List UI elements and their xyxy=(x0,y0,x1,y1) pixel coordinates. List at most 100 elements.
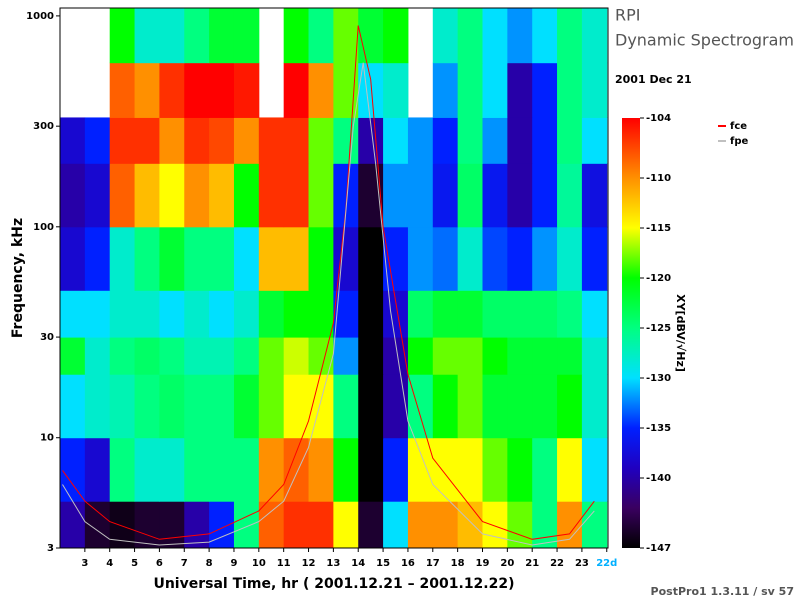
heatmap-cell xyxy=(507,62,533,118)
chart-title: RPI xyxy=(615,6,640,25)
heatmap-cell xyxy=(60,226,86,291)
heatmap-cell xyxy=(358,437,384,502)
heatmap-cell xyxy=(407,337,434,375)
x-tick-label: 22 xyxy=(550,558,564,569)
heatmap-cell xyxy=(333,62,359,118)
heatmap-cell xyxy=(557,8,583,64)
colorbar-tick-label: -115 xyxy=(646,223,671,234)
heatmap-cell xyxy=(383,437,409,502)
heatmap-cell xyxy=(358,62,384,118)
footer: PostPro1 1.3.11 / sv 57 xyxy=(651,585,794,598)
heatmap-cell xyxy=(333,374,359,439)
heatmap-cell xyxy=(358,337,384,375)
heatmap-cell xyxy=(383,117,409,164)
heatmap-cell xyxy=(581,226,608,291)
heatmap-cell xyxy=(432,374,459,439)
x-tick-label: 16 xyxy=(401,558,415,569)
heatmap-cell xyxy=(407,163,434,228)
heatmap-cell xyxy=(482,374,508,439)
heatmap-cell xyxy=(407,501,434,549)
heatmap-cell xyxy=(233,117,260,164)
heatmap-cell xyxy=(258,437,285,502)
heatmap-cell xyxy=(482,62,508,118)
heatmap-cell xyxy=(482,163,508,228)
plot-frame xyxy=(59,7,609,549)
heatmap-cell xyxy=(233,437,260,502)
heatmap-cell xyxy=(457,62,483,118)
colorbar-tick-label: -147 xyxy=(646,543,671,554)
heatmap-cell xyxy=(283,62,310,118)
heatmap-cell xyxy=(159,8,185,64)
heatmap-cell xyxy=(209,290,235,338)
heatmap-cell xyxy=(557,226,583,291)
heatmap-cell xyxy=(258,117,285,164)
colorbar-title: XY[dBV/√Hz] xyxy=(674,294,687,372)
heatmap-cell xyxy=(184,437,210,502)
y-tick-label: 1000 xyxy=(26,11,54,22)
heatmap-cell xyxy=(581,8,608,64)
heatmap-cell xyxy=(283,337,310,375)
heatmap-cell xyxy=(60,501,86,549)
heatmap-cell xyxy=(383,290,409,338)
heatmap-cell xyxy=(407,290,434,338)
heatmap-cell xyxy=(482,501,508,549)
x-tick-label: 9 xyxy=(230,558,237,569)
heatmap-cell xyxy=(109,163,136,228)
y-tick-label: 300 xyxy=(33,121,54,132)
heatmap-cell xyxy=(184,117,210,164)
x-tick-label: 3 xyxy=(81,558,88,569)
heatmap-cell xyxy=(258,226,285,291)
heatmap-cell xyxy=(333,337,359,375)
heatmap-cell xyxy=(532,226,558,291)
x-tick-label: 22d xyxy=(596,558,617,569)
heatmap xyxy=(60,8,608,549)
heatmap-cell xyxy=(84,163,111,228)
heatmap-cell xyxy=(557,62,583,118)
heatmap-cell xyxy=(159,290,185,338)
heatmap-cell xyxy=(482,226,508,291)
heatmap-cell xyxy=(507,226,533,291)
heatmap-cell xyxy=(159,337,185,375)
heatmap-cell xyxy=(432,337,459,375)
y-tick-label: 3 xyxy=(47,543,54,554)
x-tick-label: 19 xyxy=(476,558,490,569)
heatmap-cell xyxy=(134,501,160,549)
heatmap-cell xyxy=(358,374,384,439)
heatmap-cell xyxy=(557,163,583,228)
heatmap-cell xyxy=(109,62,136,118)
heatmap-cell xyxy=(209,337,235,375)
heatmap-cell xyxy=(432,437,459,502)
heatmap-cell xyxy=(358,226,384,291)
curve xyxy=(62,62,595,546)
heatmap-cell xyxy=(283,8,310,64)
heatmap-cell xyxy=(457,117,483,164)
heatmap-cell xyxy=(134,117,160,164)
heatmap-cell xyxy=(209,8,235,64)
heatmap-cell xyxy=(84,437,111,502)
heatmap-cell xyxy=(333,290,359,338)
heatmap-cell xyxy=(233,8,260,64)
heatmap-cell xyxy=(532,62,558,118)
heatmap-cell xyxy=(184,501,210,549)
colorbar-tick-label: -125 xyxy=(646,323,671,334)
x-tick-label: 20 xyxy=(500,558,514,569)
heatmap-cell xyxy=(432,501,459,549)
legend-label: fpe xyxy=(730,136,749,147)
heatmap-cell xyxy=(209,117,235,164)
heatmap-cell xyxy=(209,163,235,228)
heatmap-cell xyxy=(532,8,558,64)
heatmap-cell xyxy=(134,62,160,118)
heatmap-cell xyxy=(84,117,111,164)
heatmap-cell xyxy=(532,290,558,338)
x-tick-label: 11 xyxy=(277,558,291,569)
heatmap-cell xyxy=(457,374,483,439)
heatmap-cell xyxy=(233,501,260,549)
heatmap-cell xyxy=(184,62,210,118)
heatmap-cell xyxy=(60,290,86,338)
heatmap-cell xyxy=(557,117,583,164)
heatmap-cell xyxy=(109,8,136,64)
heatmap-cell xyxy=(60,437,86,502)
heatmap-cell xyxy=(233,163,260,228)
heatmap-cell xyxy=(308,8,334,64)
